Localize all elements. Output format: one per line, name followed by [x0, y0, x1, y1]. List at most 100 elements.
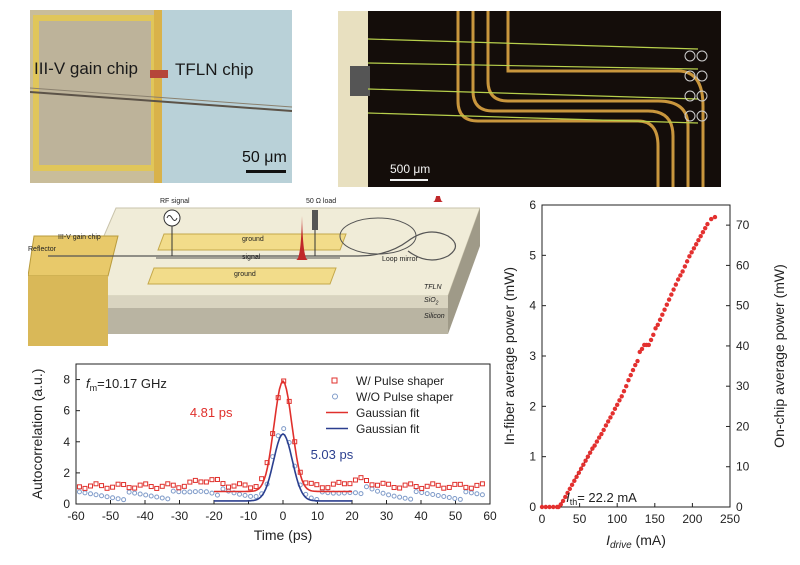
data-point-w-shaper — [104, 485, 110, 491]
y-tick-label: 2 — [63, 466, 70, 480]
data-point-w-shaper — [187, 479, 193, 485]
data-point-wo-shaper — [115, 496, 121, 502]
y-right-tick-label: 40 — [736, 339, 750, 353]
data-point-wo-shaper — [176, 489, 182, 495]
micrograph-texture — [338, 11, 708, 187]
data-point-w-shaper — [121, 482, 127, 488]
data-point-wo-shaper — [397, 494, 403, 500]
x-tick-label: -60 — [67, 509, 85, 523]
data-point-w-shaper — [231, 483, 237, 489]
x-axis-label: Time (ps) — [254, 527, 313, 543]
y-right-tick-label: 70 — [736, 218, 750, 232]
x-tick-label: 50 — [449, 509, 463, 523]
data-point — [705, 221, 710, 227]
tfln-chip-micrograph: 500 μm — [338, 11, 721, 187]
data-point-wo-shaper — [214, 492, 220, 498]
fwhm-label-blue: 5.03 ps — [311, 447, 354, 462]
data-point — [596, 435, 602, 440]
y-right-tick-label: 30 — [736, 379, 750, 393]
data-point-wo-shaper — [87, 491, 93, 497]
threshold-label: Ith= 22.2 mA — [566, 490, 637, 507]
data-point-w-shaper — [325, 485, 331, 491]
data-point — [628, 372, 633, 378]
data-point-w-shaper — [87, 483, 93, 489]
data-point — [648, 337, 654, 343]
layer-tfln-tag: TFLN — [424, 284, 442, 291]
data-point — [675, 277, 681, 282]
x-tick-label: -50 — [102, 509, 120, 523]
data-point-wo-shaper — [209, 490, 215, 496]
y-right-axis-label: On-chip average power (mW) — [771, 264, 787, 448]
data-point-wo-shaper — [93, 492, 99, 498]
modulation-frequency-label: fm=10.17 GHz — [86, 376, 167, 393]
data-point — [680, 269, 685, 274]
data-point — [693, 242, 699, 247]
data-point-w-shaper — [358, 475, 364, 481]
gaussian-fit-blue — [214, 433, 352, 502]
data-point-w-shaper — [259, 476, 265, 482]
data-point-w-shaper — [457, 481, 463, 487]
data-point-w-shaper — [137, 482, 143, 488]
data-point-w-shaper — [386, 481, 392, 487]
data-point-wo-shaper — [181, 489, 187, 495]
legend-label: W/O Pulse shaper — [356, 390, 453, 404]
data-point-w-shaper — [170, 482, 176, 488]
data-point-w-shaper — [435, 482, 441, 488]
data-point-w-shaper — [203, 479, 209, 485]
data-point — [700, 229, 706, 235]
data-point — [655, 322, 661, 327]
data-point-w-shaper — [369, 482, 375, 488]
x-tick-label: 250 — [720, 512, 740, 526]
data-point — [608, 415, 613, 420]
x-tick-label: -10 — [240, 509, 258, 523]
data-point — [633, 362, 638, 368]
data-point — [653, 326, 658, 331]
data-point-w-shaper — [192, 477, 198, 483]
data-point-wo-shaper — [165, 496, 171, 502]
x-tick-label: -30 — [171, 509, 189, 523]
data-point — [678, 273, 683, 278]
data-point — [581, 462, 586, 467]
y-tick-label: 1 — [529, 450, 536, 464]
data-point — [543, 504, 548, 510]
data-point — [635, 358, 640, 364]
data-point-w-shaper — [110, 484, 116, 490]
data-point — [590, 446, 595, 451]
data-point — [587, 450, 593, 455]
data-point — [569, 482, 575, 488]
data-point-w-shaper — [319, 485, 325, 491]
data-point-wo-shaper — [479, 492, 485, 498]
data-point-w-shaper — [341, 481, 347, 487]
data-point — [563, 494, 568, 500]
data-point — [657, 317, 663, 322]
data-point-wo-shaper — [358, 491, 364, 497]
data-point-w-shaper — [413, 484, 419, 490]
data-point — [612, 406, 618, 412]
data-point-w-shaper — [214, 476, 220, 482]
data-point-wo-shaper — [126, 489, 132, 495]
data-point-w-shaper — [391, 485, 397, 491]
data-point-w-shaper — [314, 482, 320, 488]
data-point-w-shaper — [446, 484, 452, 490]
data-point — [687, 254, 692, 259]
load-tag: 50 Ω load — [306, 198, 337, 205]
legend-marker — [332, 393, 338, 400]
y-tick-label: 6 — [63, 404, 70, 418]
data-point — [617, 398, 622, 403]
data-point-wo-shaper — [369, 486, 375, 492]
data-point — [669, 292, 674, 297]
data-point-wo-shaper — [468, 490, 474, 496]
data-point — [583, 458, 588, 463]
data-point-wo-shaper — [347, 490, 353, 496]
data-point-wo-shaper — [192, 489, 198, 495]
data-point — [578, 466, 584, 471]
data-point-w-shaper — [253, 484, 259, 490]
data-point-wo-shaper — [237, 491, 243, 497]
plot-frame — [541, 204, 731, 508]
data-point-w-shaper — [154, 485, 160, 491]
data-point — [551, 504, 556, 510]
data-point-w-shaper — [143, 481, 149, 487]
data-point-wo-shaper — [424, 491, 430, 497]
y-tick-label: 3 — [529, 349, 536, 363]
data-point-wo-shaper — [413, 489, 419, 495]
